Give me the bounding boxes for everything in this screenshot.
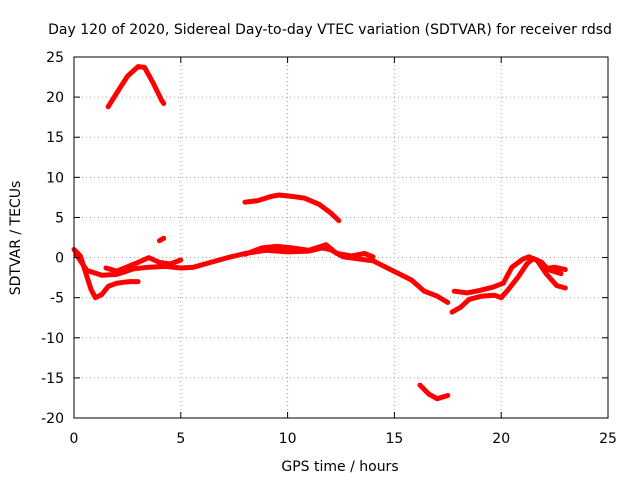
series-arc-7	[242, 242, 376, 260]
series-arc-10	[451, 254, 568, 296]
y-tick-label: 0	[55, 251, 64, 267]
x-tick-label: 20	[492, 431, 510, 447]
x-tick-label: 0	[70, 431, 79, 447]
x-tick-label: 10	[279, 431, 297, 447]
y-tick-label: 10	[46, 170, 64, 186]
y-tick-label: -15	[41, 371, 64, 387]
x-tick-label: 15	[385, 431, 403, 447]
y-tick-label: 5	[55, 210, 64, 226]
y-tick-label: -20	[41, 411, 64, 427]
y-axis-label: SDTVAR / TECUs	[8, 181, 24, 296]
y-tick-label: -10	[41, 331, 64, 347]
series-arc-8	[103, 255, 184, 274]
x-axis-label: GPS time / hours	[281, 459, 398, 475]
y-tick-label: -5	[50, 291, 64, 307]
y-tick-label: 20	[46, 90, 64, 106]
y-tick-label: 15	[46, 130, 64, 146]
x-tick-label: 25	[599, 431, 617, 447]
series-arc-1	[105, 64, 167, 110]
series-layer	[71, 64, 568, 402]
y-tick-label: 25	[46, 50, 64, 66]
x-tick-label: 5	[176, 431, 185, 447]
grid-layer	[74, 57, 608, 418]
series-arc-9	[449, 255, 564, 315]
series-arc-6	[73, 245, 451, 305]
chart-title: Day 120 of 2020, Sidereal Day-to-day VTE…	[48, 22, 612, 38]
series-arc-4	[417, 382, 451, 402]
series-arc-2	[242, 192, 342, 224]
plot-frame	[73, 56, 609, 419]
series-arc-3	[156, 235, 167, 244]
tick-layer: 0 5 10 15 20 25 -20 -15 -10 -5 0 5 10 15 20 25	[41, 50, 617, 447]
series-arc-11	[541, 264, 568, 273]
